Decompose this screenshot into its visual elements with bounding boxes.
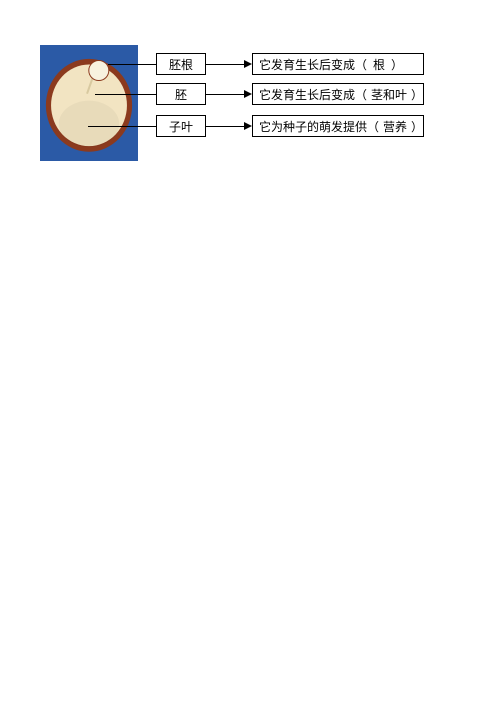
desc-answer-cotyledon: 营养 <box>379 118 411 135</box>
arrow-line-radicle <box>206 64 244 65</box>
desc-answer-radicle: 根 <box>367 56 391 73</box>
label-text-cotyledon: 子叶 <box>169 118 193 135</box>
diagram-canvas: 胚根 胚 子叶 它发育生长后变成（ 根 ） 它发育生长后变成（ 茎和叶 ） 它为… <box>0 0 500 707</box>
pointer-line-radicle <box>108 64 156 65</box>
label-text-embryo: 胚 <box>175 86 187 103</box>
label-box-cotyledon: 子叶 <box>156 115 206 137</box>
label-text-radicle: 胚根 <box>169 56 193 73</box>
desc-prefix-cotyledon: 它为种子的萌发提供（ <box>259 118 379 135</box>
arrow-line-cotyledon <box>206 126 244 127</box>
desc-suffix-embryo: ） <box>411 86 423 103</box>
seed-shadow <box>59 101 119 147</box>
desc-prefix-embryo: 它发育生长后变成（ <box>259 86 367 103</box>
label-box-embryo: 胚 <box>156 83 206 105</box>
pointer-line-cotyledon <box>88 126 156 127</box>
desc-box-cotyledon: 它为种子的萌发提供（ 营养 ） <box>252 115 424 137</box>
desc-box-embryo: 它发育生长后变成（ 茎和叶 ） <box>252 83 424 105</box>
desc-answer-embryo: 茎和叶 <box>367 86 411 103</box>
desc-suffix-radicle: ） <box>391 56 403 73</box>
desc-box-radicle: 它发育生长后变成（ 根 ） <box>252 53 424 75</box>
pointer-line-embryo <box>95 94 156 95</box>
label-box-radicle: 胚根 <box>156 53 206 75</box>
seed-svg <box>40 45 138 161</box>
desc-suffix-cotyledon: ） <box>411 118 423 135</box>
seed-embryo-point <box>89 61 109 81</box>
arrow-line-embryo <box>206 94 244 95</box>
arrow-head-cotyledon <box>244 122 252 130</box>
desc-prefix-radicle: 它发育生长后变成（ <box>259 56 367 73</box>
seed-image <box>40 45 138 161</box>
arrow-head-embryo <box>244 90 252 98</box>
arrow-head-radicle <box>244 60 252 68</box>
